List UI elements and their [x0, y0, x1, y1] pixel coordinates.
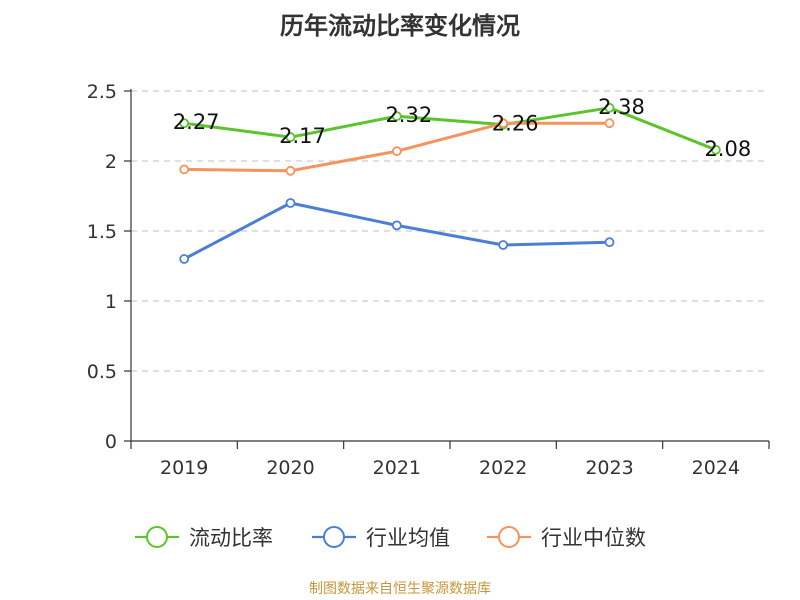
y-tick-label-4: 2	[105, 151, 117, 173]
point-s0-2024	[710, 144, 721, 155]
point-s0-2021	[391, 111, 402, 122]
legend-label-1: 行业均值	[366, 526, 450, 550]
point-s1-2021	[391, 220, 402, 231]
point-s1-2023	[604, 237, 615, 248]
point-s2-2020	[285, 165, 296, 176]
legend-item-1[interactable]: 行业均值	[312, 526, 450, 550]
legend-label-0: 流动比率	[189, 526, 273, 550]
x-tick-label-2023: 2023	[585, 457, 633, 479]
x-tick-label-2022: 2022	[479, 457, 527, 479]
y-tick-label-3: 1.5	[87, 221, 117, 243]
point-s0-2023	[604, 102, 615, 113]
data-label-2023: 2.38	[598, 95, 645, 119]
legend-marker-1	[323, 526, 345, 548]
y-tick-label-2: 1	[105, 291, 117, 313]
point-s0-2019	[179, 118, 190, 129]
data-label-2019: 2.27	[173, 110, 220, 134]
x-tick-label-2021: 2021	[373, 457, 421, 479]
source-note: 制图数据来自恒生聚源数据库	[309, 581, 491, 597]
point-s2-2019	[179, 164, 190, 175]
chart-title: 历年流动比率变化情况	[280, 12, 520, 40]
point-s2-2021	[391, 146, 402, 157]
legend-item-2[interactable]: 行业中位数	[487, 526, 646, 550]
legend-item-0[interactable]: 流动比率	[135, 526, 273, 550]
y-tick-label-5: 2.5	[87, 81, 117, 103]
point-s1-2019	[179, 254, 190, 264]
legend-marker-0	[146, 526, 168, 548]
x-tick-label-2024: 2024	[692, 457, 740, 479]
data-label-2020: 2.17	[279, 124, 326, 148]
y-tick-label-0: 0	[105, 431, 117, 453]
series-layer	[179, 102, 721, 264]
data-label-2022: 2.26	[492, 112, 539, 136]
point-s2-2022	[498, 118, 509, 129]
y-tick-label-1: 0.5	[87, 361, 117, 383]
legend-marker-2	[498, 526, 520, 548]
series-line-0	[183, 106, 717, 152]
legend[interactable]: 流动比率 行业均值 行业中位数	[135, 526, 646, 550]
data-labels: 2.27 2.17 2.32 2.26 2.38 2.08	[173, 95, 751, 161]
point-s1-2022	[498, 240, 509, 250]
point-s0-2020	[285, 132, 296, 143]
x-tick-label-2019: 2019	[160, 457, 208, 479]
axes: 0 0.5 1 1.5 2 2.5 2019 2020 2021 2022 2023 2024	[87, 81, 770, 479]
x-tick-label-2020: 2020	[266, 457, 314, 479]
legend-label-2: 行业中位数	[541, 526, 646, 550]
point-s2-2023	[604, 118, 615, 129]
grid-lines	[131, 90, 769, 372]
data-label-2021: 2.32	[385, 103, 432, 127]
data-label-2024: 2.08	[704, 137, 751, 161]
point-s1-2020	[285, 198, 296, 208]
